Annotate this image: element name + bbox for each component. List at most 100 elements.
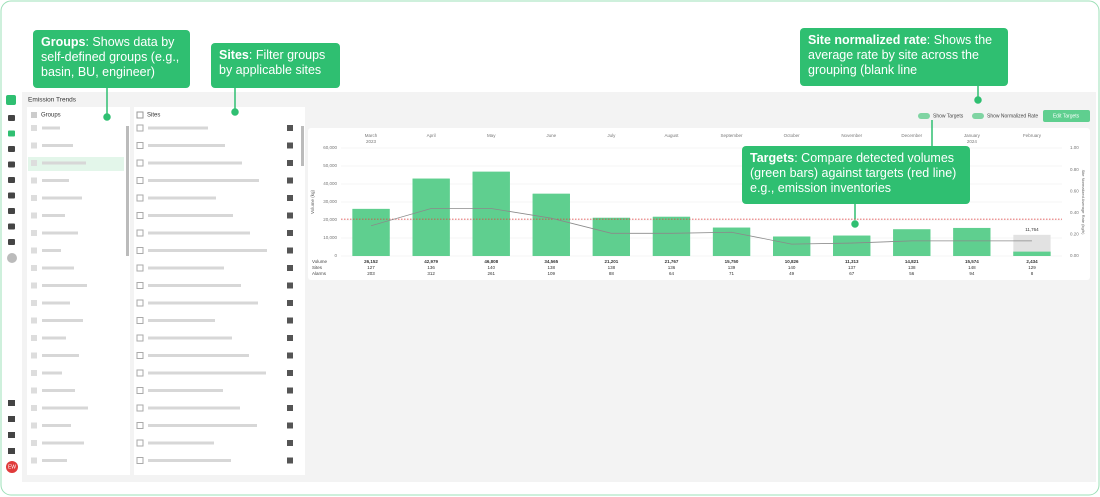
row-label: Sites — [312, 265, 323, 270]
checkbox — [136, 457, 144, 464]
edit-targets-button[interactable] — [1043, 110, 1090, 122]
row-value: 94 — [969, 271, 975, 276]
checkbox — [136, 404, 144, 412]
placeholder — [148, 196, 216, 200]
grid-icon — [287, 265, 293, 271]
grid-icon — [287, 370, 293, 376]
nav-icon — [8, 146, 15, 152]
placeholder — [148, 126, 208, 130]
row-value: 140 — [487, 265, 495, 270]
checkbox — [136, 387, 144, 394]
callout: Site normalized rate: Shows the average … — [800, 28, 1008, 86]
callout: Sites: Filter groups by applicable sites — [211, 43, 340, 88]
nav-icon — [8, 161, 15, 168]
placeholder — [42, 126, 60, 130]
row-value: 71 — [729, 271, 735, 276]
placeholder — [148, 266, 224, 270]
row-value: 140 — [788, 265, 796, 270]
placeholder — [148, 214, 233, 217]
callout-title: Groups — [41, 35, 86, 49]
placeholder — [42, 354, 79, 357]
placeholder — [148, 249, 267, 252]
icon — [6, 95, 16, 105]
grid-icon — [287, 440, 293, 446]
placeholder — [42, 389, 75, 392]
row-value: 49 — [789, 271, 795, 276]
row-value: 21,767 — [665, 259, 679, 264]
row-value: 136 — [668, 265, 676, 270]
y2-tick-label: 1.00 — [1070, 145, 1079, 150]
row-value: 88 — [609, 271, 615, 276]
row-value: 15,750 — [725, 259, 739, 264]
checkbox — [31, 440, 37, 446]
sites-panel — [134, 107, 305, 475]
y2-tick-label: 0.20 — [1070, 232, 1079, 237]
toggle-label: Show Normalized Rate — [987, 113, 1038, 119]
row-value: 8 — [1031, 271, 1034, 276]
checkbox — [31, 335, 37, 341]
grid-icon — [287, 457, 293, 464]
bar-overlay — [412, 178, 450, 256]
x-tick-label: June — [546, 133, 556, 138]
bar-overlay — [352, 208, 390, 256]
placeholder — [148, 371, 266, 375]
placeholder — [42, 301, 70, 305]
pointers — [103, 86, 982, 228]
row-value: 203 — [367, 271, 375, 276]
avatar-label: EW — [8, 464, 16, 470]
checkbox — [31, 282, 37, 289]
x-tick-label: December — [901, 133, 922, 138]
toggle[interactable] — [972, 113, 984, 119]
toggle-label: Show Targets — [933, 113, 964, 119]
callout-text: : Shows data by self-defined groups (e.g… — [41, 35, 180, 79]
toggle[interactable] — [918, 113, 930, 119]
checkbox[interactable] — [31, 112, 37, 118]
bar-overlay — [652, 216, 691, 256]
checkbox — [31, 457, 37, 464]
placeholder — [148, 389, 223, 392]
grid-icon — [287, 230, 293, 236]
grid-icon — [287, 247, 293, 254]
grid-icon — [287, 177, 293, 184]
x-tick-label: March — [365, 133, 378, 138]
nav-icon — [8, 239, 15, 245]
nav-icon — [8, 432, 15, 438]
grid-icon — [287, 422, 293, 429]
grid-icon — [287, 352, 293, 359]
checkbox — [31, 230, 37, 236]
nav-icon — [8, 208, 15, 214]
row-value: 11,313 — [845, 259, 859, 264]
placeholder — [42, 266, 74, 270]
callout-title: Targets — [750, 151, 795, 165]
checkbox — [31, 247, 37, 254]
row-value: 261 — [487, 271, 495, 276]
placeholder — [148, 424, 257, 427]
y2-tick-label: 0.40 — [1070, 210, 1079, 215]
placeholder — [42, 249, 61, 252]
placeholder — [148, 459, 231, 462]
year-label: 2024 — [967, 139, 978, 144]
placeholder — [42, 179, 69, 182]
bar-overlay — [1013, 251, 1051, 256]
x-tick-label: October — [784, 133, 801, 138]
nav-icon — [8, 192, 15, 199]
row-value: 136 — [427, 265, 435, 270]
row-value: 21,201 — [604, 259, 618, 264]
avatar[interactable] — [6, 461, 18, 473]
placeholder — [42, 284, 87, 287]
row-value: 15,574 — [965, 259, 979, 264]
row-value: 109 — [548, 271, 556, 276]
checkbox — [31, 212, 37, 219]
grid-icon — [287, 387, 293, 394]
callout-title: Site normalized rate — [808, 33, 927, 47]
grid-icon — [287, 282, 293, 289]
page-title: Emission Trends — [28, 97, 77, 104]
checkbox — [31, 422, 37, 429]
callout-text: : Compare detected volumes (green bars) … — [750, 151, 957, 195]
x-tick-label: January — [964, 133, 981, 138]
placeholder — [42, 459, 67, 462]
x-tick-label: September — [721, 133, 744, 138]
placeholder — [42, 406, 88, 410]
y-tick-label: 10,000 — [323, 235, 337, 240]
checkbox[interactable] — [136, 111, 144, 119]
